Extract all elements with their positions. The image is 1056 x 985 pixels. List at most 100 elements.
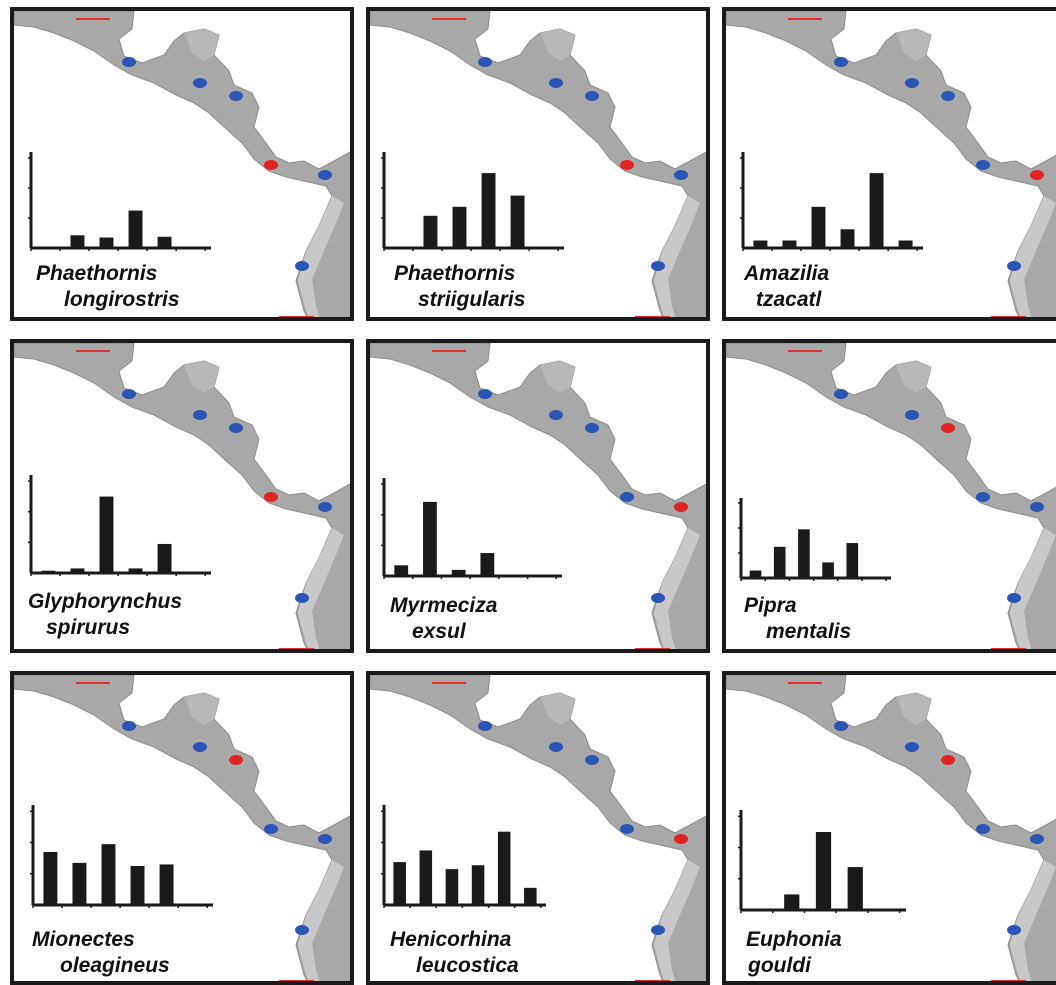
- sample-site-marker: [834, 389, 848, 399]
- histogram-bar: [394, 565, 409, 576]
- species-panel: Phaethornis striigularis: [366, 7, 710, 321]
- genus-name: Myrmeciza: [390, 594, 498, 617]
- sample-site-marker: [318, 834, 332, 844]
- species-panel: Myrmeciza exsul: [366, 339, 710, 653]
- histogram: [381, 152, 564, 251]
- genus-name: Mionectes: [32, 928, 135, 951]
- species-name: Pipra mentalis: [744, 593, 851, 645]
- species-name: Mionectes oleagineus: [32, 927, 170, 979]
- map-background: [14, 675, 350, 981]
- species-name: Euphonia gouldi: [746, 927, 842, 979]
- sample-site-marker: [941, 423, 955, 433]
- histogram: [738, 498, 891, 581]
- genus-name: Amazilia: [744, 262, 830, 285]
- andes-shape: [1010, 196, 1056, 317]
- species-name: Phaethornis striigularis: [394, 261, 525, 313]
- sample-site-marker: [976, 492, 990, 502]
- histogram-bar: [898, 240, 913, 248]
- sample-site-marker: [193, 742, 207, 752]
- genus-name: Euphonia: [746, 928, 842, 951]
- sample-site-marker: [585, 91, 599, 101]
- sample-site-marker: [295, 261, 309, 271]
- genus-name: Henicorhina: [390, 928, 512, 951]
- sample-site-marker: [549, 78, 563, 88]
- genus-name: Phaethornis: [36, 262, 158, 285]
- histogram-bar: [480, 553, 495, 576]
- sample-site-marker: [905, 410, 919, 420]
- yucatan-shape: [540, 693, 575, 725]
- histogram: [738, 810, 906, 913]
- andes-shape: [1010, 860, 1056, 981]
- sample-site-marker: [229, 423, 243, 433]
- histogram-bar: [869, 173, 884, 248]
- histogram: [381, 805, 546, 908]
- sample-site-marker: [1007, 925, 1021, 935]
- map-background: [726, 675, 1056, 981]
- histogram-bar: [157, 543, 172, 573]
- panel-svg: [726, 675, 1056, 981]
- panel-svg: [726, 343, 1056, 649]
- map-background: [726, 343, 1056, 649]
- sample-site-marker: [585, 423, 599, 433]
- yucatan-shape: [896, 29, 931, 61]
- map-background: [726, 11, 1056, 317]
- histogram-bar: [128, 568, 143, 573]
- sample-site-marker: [1030, 170, 1044, 180]
- map-background: [14, 343, 350, 649]
- andes-shape: [654, 196, 700, 317]
- species-name: Henicorhina leucostica: [390, 927, 519, 979]
- sample-site-marker: [651, 925, 665, 935]
- sample-site-marker: [620, 824, 634, 834]
- andes-shape: [654, 860, 700, 981]
- sample-site-marker: [1007, 261, 1021, 271]
- histogram-bar: [471, 865, 485, 905]
- species-epithet: exsul: [412, 620, 466, 643]
- histogram-bar: [773, 546, 786, 578]
- sample-site-marker: [122, 57, 136, 67]
- histogram-bar: [815, 832, 832, 910]
- histogram-bar: [822, 562, 834, 578]
- sample-site-marker: [478, 389, 492, 399]
- sample-site-marker: [122, 389, 136, 399]
- species-epithet: oleagineus: [60, 954, 170, 977]
- yucatan-shape: [184, 29, 219, 61]
- sample-site-marker: [976, 824, 990, 834]
- histogram-bar: [43, 851, 58, 905]
- yucatan-shape: [540, 361, 575, 393]
- histogram-bar: [99, 496, 114, 573]
- species-epithet: mentalis: [766, 620, 852, 643]
- histogram-bar: [423, 501, 437, 576]
- species-name: Glyphorynchus spirurus: [28, 589, 182, 641]
- histogram-bar: [497, 831, 511, 905]
- histogram-bar: [70, 235, 85, 248]
- panel-svg: [370, 675, 706, 981]
- histogram-bar: [753, 240, 768, 248]
- sample-site-marker: [295, 925, 309, 935]
- histogram-bar: [159, 864, 174, 905]
- species-name: Myrmeciza exsul: [390, 593, 497, 645]
- histogram-bar: [847, 867, 863, 910]
- sample-site-marker: [264, 160, 278, 170]
- panel-svg: [370, 343, 706, 649]
- panel-svg: [14, 343, 350, 649]
- histogram-bar: [451, 569, 466, 576]
- sample-site-marker: [941, 755, 955, 765]
- histogram-bar: [130, 866, 145, 905]
- histogram-bar: [128, 210, 143, 248]
- histogram: [30, 805, 213, 908]
- genus-name: Glyphorynchus: [28, 590, 183, 613]
- sample-site-marker: [295, 593, 309, 603]
- histogram-bar: [41, 570, 56, 573]
- species-panel: Henicorhina leucostica: [366, 671, 710, 985]
- genus-name: Phaethornis: [394, 262, 516, 285]
- map-background: [370, 675, 706, 981]
- sample-site-marker: [905, 78, 919, 88]
- sample-site-marker: [549, 742, 563, 752]
- histogram-bar: [840, 229, 855, 248]
- sample-site-marker: [976, 160, 990, 170]
- land-shape: [370, 343, 706, 649]
- species-epithet: striigularis: [418, 288, 526, 311]
- sample-site-marker: [620, 160, 634, 170]
- histogram-bar: [481, 173, 496, 248]
- histogram-bar: [419, 850, 433, 905]
